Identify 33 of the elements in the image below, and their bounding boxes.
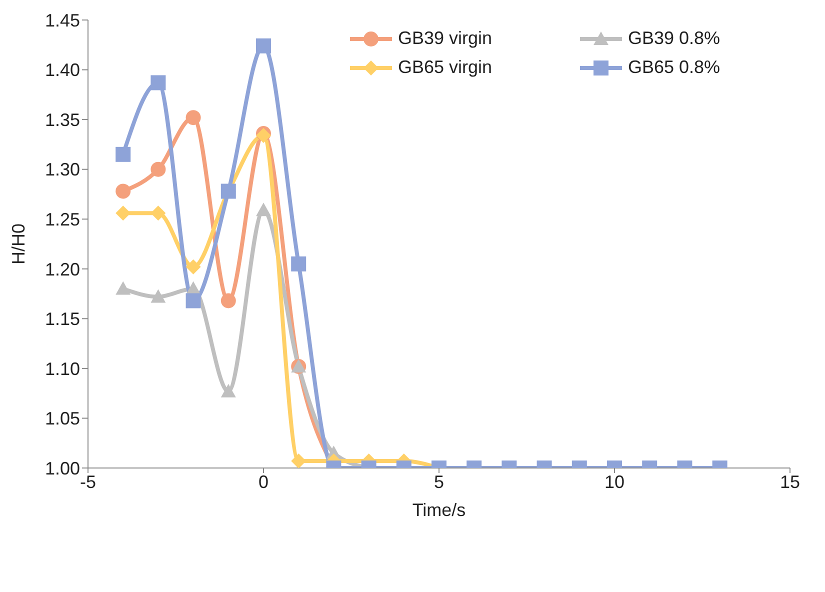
y-tick-label: 1.40: [44, 60, 80, 80]
point: [116, 146, 131, 162]
point: [116, 184, 131, 199]
legend-label: GB65 virgin: [398, 57, 492, 78]
y-tick-label: 1.35: [44, 110, 80, 130]
point: [150, 206, 166, 221]
x-tick-label: 10: [604, 472, 625, 492]
legend-label: GB39 virgin: [398, 28, 492, 49]
point: [256, 202, 271, 216]
x-tick-label: 5: [434, 472, 444, 492]
y-tick-label: 1.15: [44, 309, 80, 330]
point: [150, 75, 166, 90]
x-axis-title: Time/s: [412, 500, 466, 520]
point: [291, 256, 306, 272]
y-tick-label: 1.05: [44, 408, 80, 429]
x-tick-label: -5: [80, 472, 96, 492]
y-axis-title: H/H0: [8, 223, 28, 265]
point: [116, 206, 131, 221]
point: [150, 289, 166, 303]
point: [150, 162, 166, 177]
x-tick-label: 0: [258, 472, 269, 492]
y-tick-label: 1.10: [44, 358, 80, 379]
point: [186, 110, 201, 126]
y-tick-label: 1.30: [44, 160, 80, 180]
legend-label: GB39 0.8%: [628, 28, 720, 49]
x-tick-label: 15: [780, 472, 800, 492]
y-tick-label: 1.45: [44, 10, 80, 30]
legend-label: GB65 0.8%: [628, 57, 720, 78]
y-tick-label: 1.25: [44, 210, 80, 230]
y-tick-label: 1.00: [44, 458, 80, 478]
y-tick-label: 1.20: [44, 259, 80, 280]
point: [186, 259, 201, 274]
point: [116, 281, 131, 295]
